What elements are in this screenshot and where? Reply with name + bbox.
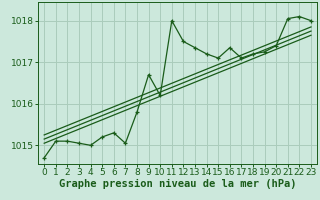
X-axis label: Graphe pression niveau de la mer (hPa): Graphe pression niveau de la mer (hPa): [59, 179, 296, 189]
